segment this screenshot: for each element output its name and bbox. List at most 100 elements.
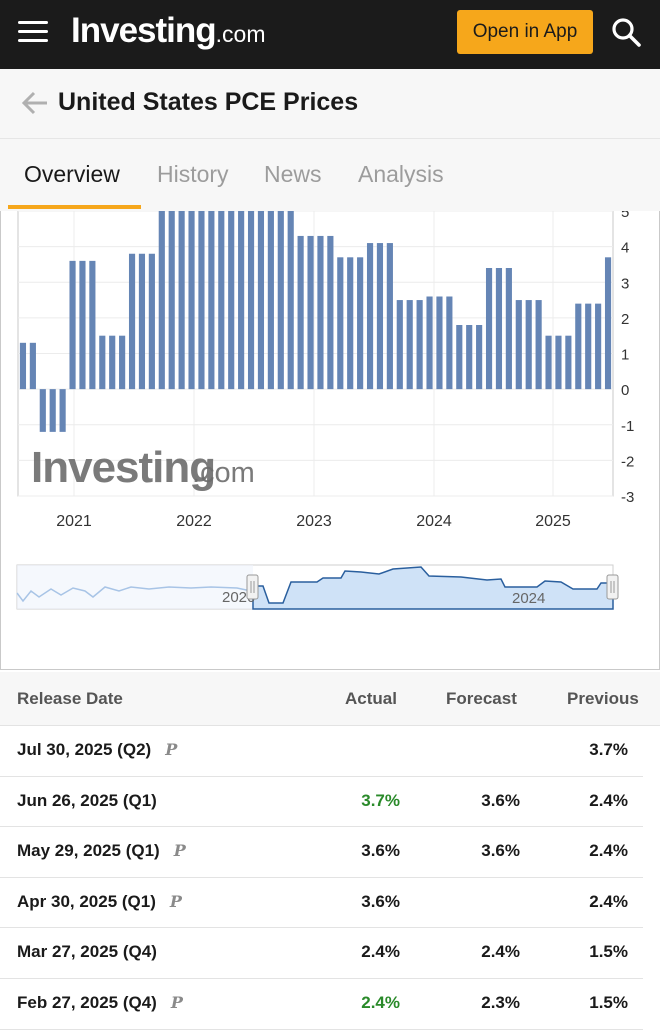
release-date-text: Apr 30, 2025 (Q1): [17, 891, 156, 911]
chart-bar[interactable]: [505, 268, 512, 390]
table-row[interactable]: Mar 27, 2025 (Q4) 2.4% 2.4% 1.5%: [0, 928, 643, 979]
header-previous[interactable]: Previous: [567, 689, 639, 708]
chart-bar[interactable]: [29, 342, 36, 390]
release-date-text: Feb 27, 2025 (Q4): [17, 992, 157, 1012]
chart-bar[interactable]: [297, 235, 304, 390]
previous-value-cell: 2.4%: [589, 790, 628, 810]
chart-bar[interactable]: [476, 325, 483, 390]
table-row[interactable]: Jul 30, 2025 (Q2) P 3.7%: [0, 726, 643, 777]
back-arrow-icon[interactable]: [20, 88, 50, 118]
chart-bar[interactable]: [515, 300, 522, 390]
open-in-app-button[interactable]: Open in App: [457, 10, 593, 54]
chart-bar[interactable]: [178, 207, 185, 390]
chart-bar[interactable]: [99, 335, 106, 390]
x-tick-label: 2022: [176, 513, 212, 530]
chart-bar[interactable]: [555, 335, 562, 390]
watermark-domain: .com: [192, 457, 255, 489]
header-actual[interactable]: Actual: [345, 689, 397, 708]
navigator-left-handle[interactable]: [246, 574, 259, 600]
chart-bar[interactable]: [247, 207, 255, 390]
chart-bar[interactable]: [357, 257, 364, 390]
watermark-brand: Investing: [31, 443, 215, 492]
header-release-date[interactable]: Release Date: [17, 689, 123, 708]
top-navigation-bar: Investing.com Open in App: [0, 0, 660, 69]
chart-bar[interactable]: [218, 207, 225, 390]
chart-bar[interactable]: [406, 300, 413, 390]
chart-bar[interactable]: [545, 335, 552, 390]
chart-bar[interactable]: [257, 207, 265, 390]
navigator-right-handle[interactable]: [606, 574, 619, 600]
menu-icon[interactable]: [18, 21, 48, 43]
chart-bar[interactable]: [396, 300, 403, 390]
chart-bar[interactable]: [565, 335, 572, 390]
table-row[interactable]: Feb 27, 2025 (Q4) P 2.4% 2.3% 1.5%: [0, 979, 643, 1030]
chart-bar[interactable]: [446, 296, 453, 390]
chart-bar[interactable]: [277, 207, 284, 390]
tab-overview[interactable]: Overview: [24, 161, 120, 187]
table-row[interactable]: Jun 26, 2025 (Q1) 3.7% 3.6% 2.4%: [0, 777, 643, 828]
chart-bar[interactable]: [228, 207, 235, 390]
tab-history[interactable]: History: [157, 161, 229, 187]
header-forecast[interactable]: Forecast: [446, 689, 517, 708]
chart-bar[interactable]: [436, 296, 443, 390]
previous-value-cell: 3.7%: [589, 740, 628, 759]
release-date-text: May 29, 2025 (Q1): [17, 841, 160, 861]
chart-bar[interactable]: [109, 335, 116, 390]
table-row[interactable]: Apr 30, 2025 (Q1) P 3.6% 2.4%: [0, 878, 643, 929]
chart-bar[interactable]: [267, 207, 274, 390]
chart-bar[interactable]: [337, 257, 344, 390]
preliminary-badge: P: [169, 891, 182, 911]
chart-bar[interactable]: [604, 257, 612, 390]
chart-bar[interactable]: [525, 300, 532, 390]
y-tick-label: 5: [621, 211, 629, 221]
chart-navigator[interactable]: 2020 2024: [16, 564, 619, 610]
chart-bar[interactable]: [495, 268, 503, 390]
chart-bar[interactable]: [19, 342, 27, 390]
chart-bar[interactable]: [416, 300, 423, 390]
logo[interactable]: Investing.com: [71, 11, 265, 51]
chart-bar[interactable]: [89, 260, 96, 390]
chart-bar[interactable]: [238, 207, 245, 390]
search-icon[interactable]: [610, 16, 644, 50]
chart-bar[interactable]: [327, 235, 334, 390]
chart-bar[interactable]: [376, 243, 384, 390]
chart-bar[interactable]: [585, 303, 592, 390]
chart-bar[interactable]: [208, 207, 215, 390]
chart-bar[interactable]: [426, 296, 433, 390]
chart-bar[interactable]: [39, 389, 46, 432]
chart-bar[interactable]: [366, 243, 374, 390]
chart-bar[interactable]: [575, 303, 582, 390]
chart-bar[interactable]: [456, 325, 463, 390]
release-date-cell: Feb 27, 2025 (Q4) P: [17, 993, 183, 1013]
chart-bar[interactable]: [485, 268, 493, 390]
chart-bar[interactable]: [49, 389, 56, 432]
y-tick-label: -1: [621, 418, 634, 435]
y-tick-label: -2: [621, 453, 634, 470]
chart-bar[interactable]: [128, 253, 136, 390]
pce-bar-chart[interactable]: 5 4 3 2 1 0 -1 -2 -3 2021 2022 2023 2024 2025 Invest…: [1, 204, 659, 669]
x-tick-label: 2025: [535, 513, 571, 530]
chart-bar[interactable]: [535, 300, 542, 390]
chart-bar[interactable]: [188, 207, 195, 390]
chart-bar[interactable]: [59, 389, 66, 432]
chart-bar[interactable]: [347, 257, 354, 390]
chart-bar[interactable]: [287, 207, 294, 390]
chart-bar[interactable]: [119, 335, 126, 390]
chart-bar[interactable]: [386, 243, 393, 390]
chart-bar[interactable]: [307, 235, 314, 390]
chart-bar[interactable]: [466, 325, 473, 390]
chart-bar[interactable]: [148, 253, 155, 390]
chart-bar[interactable]: [168, 207, 175, 390]
tab-news[interactable]: News: [264, 161, 322, 187]
chart-bar[interactable]: [595, 303, 602, 390]
chart-bar[interactable]: [198, 207, 205, 390]
chart-bar[interactable]: [138, 253, 146, 390]
release-date-text: Jul 30, 2025 (Q2): [17, 740, 152, 759]
chart-bar[interactable]: [158, 207, 165, 390]
forecast-value-cell: 2.3%: [481, 992, 520, 1012]
chart-bar[interactable]: [317, 235, 324, 390]
chart-bar[interactable]: [79, 260, 86, 390]
tab-analysis[interactable]: Analysis: [358, 161, 444, 187]
table-row[interactable]: May 29, 2025 (Q1) P 3.6% 3.6% 2.4%: [0, 827, 643, 878]
chart-bar[interactable]: [69, 260, 76, 390]
